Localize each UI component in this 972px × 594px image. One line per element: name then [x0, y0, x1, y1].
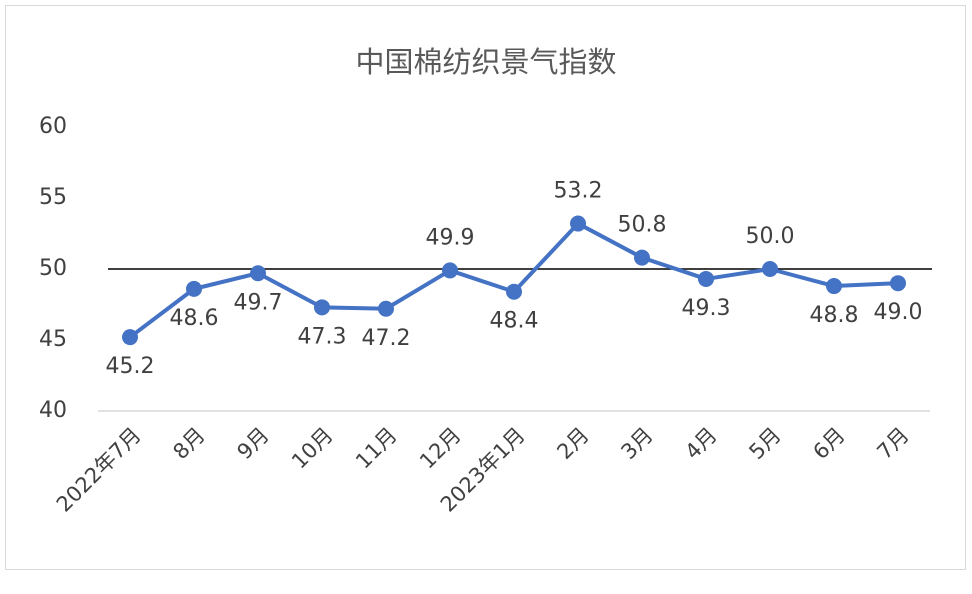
marker — [570, 215, 586, 232]
data-label: 45.2 — [106, 354, 155, 379]
data-label: 49.3 — [682, 296, 731, 321]
marker — [826, 278, 842, 295]
chart-border — [5, 5, 966, 570]
data-label: 48.6 — [170, 306, 219, 331]
chart-title: 中国棉纺织景气指数 — [355, 45, 616, 79]
marker — [122, 329, 138, 346]
data-label: 47.2 — [362, 326, 411, 351]
marker — [186, 280, 202, 297]
data-label: 49.0 — [874, 300, 923, 325]
marker — [314, 299, 330, 316]
marker — [762, 261, 778, 277]
data-label: 47.3 — [298, 324, 347, 349]
data-label: 49.7 — [234, 290, 283, 315]
y-tick-label: 50 — [39, 256, 67, 281]
marker — [698, 270, 714, 287]
data-label: 50.8 — [618, 213, 667, 238]
data-label: 53.2 — [554, 179, 603, 204]
data-label: 48.8 — [810, 303, 859, 328]
data-label: 50.0 — [746, 224, 795, 249]
y-tick-label: 40 — [39, 398, 67, 423]
y-tick-label: 55 — [39, 185, 67, 210]
data-label: 48.4 — [490, 309, 539, 334]
marker — [634, 249, 650, 266]
marker — [378, 300, 394, 317]
y-tick-label: 60 — [39, 114, 67, 139]
y-tick-label: 45 — [39, 327, 67, 352]
marker — [442, 262, 458, 279]
data-label: 49.9 — [426, 225, 475, 250]
marker — [890, 275, 906, 292]
marker — [506, 283, 522, 300]
marker — [250, 265, 266, 282]
